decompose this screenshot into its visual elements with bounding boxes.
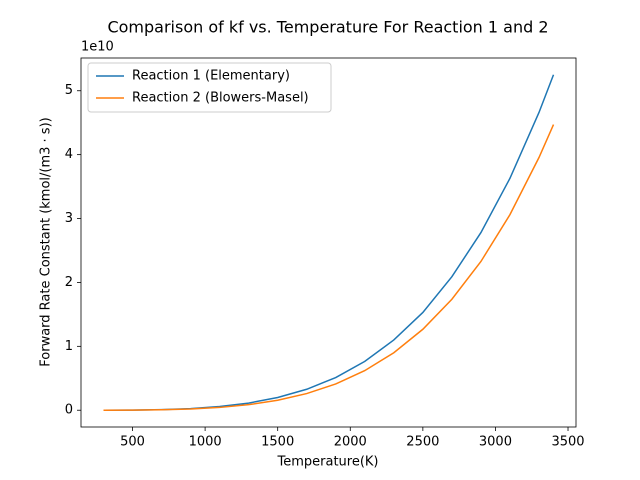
legend-label: Reaction 1 (Elementary) (132, 69, 290, 84)
y-tick-label: 4 (65, 147, 73, 162)
y-tick-label: 1 (65, 339, 73, 354)
chart-title: Comparison of kf vs. Temperature For Rea… (107, 18, 548, 37)
x-tick-label: 1000 (189, 435, 222, 450)
x-axis-label: Temperature(K) (276, 455, 378, 470)
y-tick-label: 2 (65, 275, 73, 290)
x-tick-label: 500 (120, 435, 145, 450)
x-tick-label: 1500 (261, 435, 294, 450)
x-tick-label: 3000 (479, 435, 512, 450)
x-tick-label: 2500 (406, 435, 439, 450)
x-tick-label: 3500 (551, 435, 584, 450)
legend-box (87, 62, 332, 113)
y-tick-label: 5 (65, 83, 73, 98)
y-tick-label: 0 (65, 403, 73, 418)
x-tick-label: 2000 (334, 435, 367, 450)
line-series (103, 74, 555, 411)
legend-label: Reaction 2 (Blowers-Masel) (132, 91, 309, 106)
y-axis-label: Forward Rate Constant (kmol/(m3 · s)) (39, 117, 54, 366)
y-offset-label: 1e10 (81, 40, 114, 55)
plot-frame (80, 57, 577, 428)
y-tick-label: 3 (65, 211, 73, 226)
line-series (103, 124, 555, 411)
